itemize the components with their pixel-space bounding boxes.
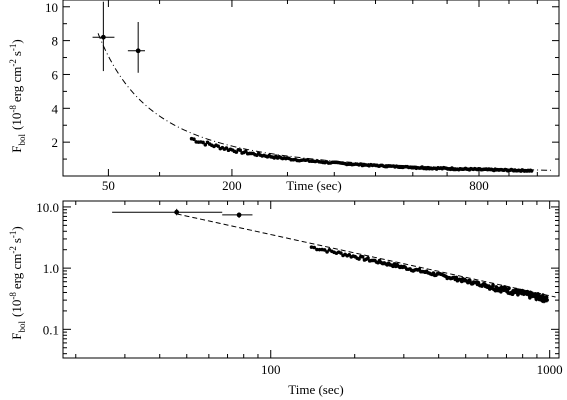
top-model-curve bbox=[97, 33, 551, 171]
bottom-data-points bbox=[309, 245, 549, 304]
data-point bbox=[315, 247, 319, 252]
data-point bbox=[201, 140, 205, 145]
early-point bbox=[174, 209, 180, 215]
bottom-model-line bbox=[176, 213, 556, 298]
data-point bbox=[192, 137, 196, 142]
data-point bbox=[309, 245, 314, 249]
data-point bbox=[244, 149, 248, 154]
data-point bbox=[322, 248, 327, 252]
data-point bbox=[366, 256, 370, 260]
data-point bbox=[325, 250, 329, 254]
top-y-axis-label: Fbol(10-8erg cm-2s-1) bbox=[8, 39, 27, 153]
data-point bbox=[312, 245, 317, 250]
top-data-points bbox=[189, 136, 534, 173]
bottom-y-axis-label: Fbol(10-8erg cm-2s-1) bbox=[8, 226, 27, 340]
bottom-panel: 0.1 1.0 10.0 100 1000 Time (sec) Fbol(10-8er… bbox=[8, 200, 563, 397]
bottom-plot-frame bbox=[62, 200, 560, 359]
top-early-points bbox=[92, 1, 145, 73]
top-y-tick-label: 8 bbox=[52, 34, 59, 49]
bottom-y-tick-label: 10.0 bbox=[36, 200, 59, 215]
data-point bbox=[454, 275, 459, 280]
top-y-tick-label: 6 bbox=[52, 67, 59, 82]
bottom-axis-tick-labels: 0.1 1.0 10.0 100 1000 bbox=[36, 200, 562, 377]
data-point bbox=[203, 143, 208, 147]
early-point bbox=[100, 34, 106, 40]
bottom-x-tick-label: 100 bbox=[261, 362, 281, 377]
data-point bbox=[238, 148, 242, 152]
data-point bbox=[339, 251, 343, 255]
top-y-tick-label: 10 bbox=[45, 0, 58, 15]
bottom-y-tick-label: 0.1 bbox=[43, 322, 59, 337]
top-x-tick-label: 200 bbox=[222, 178, 242, 193]
bottom-x-axis-label: Time (sec) bbox=[288, 382, 344, 397]
top-y-tick-label: 4 bbox=[52, 101, 59, 116]
top-plot-frame bbox=[62, 0, 560, 177]
top-x-tick-label: 800 bbox=[469, 178, 489, 193]
top-axis-ticks bbox=[63, 0, 559, 176]
data-point bbox=[529, 169, 534, 173]
top-x-axis-label: Time (sec) bbox=[286, 178, 342, 193]
top-x-tick-label: 50 bbox=[102, 178, 115, 193]
early-point bbox=[236, 212, 242, 218]
bottom-y-tick-label: 1.0 bbox=[43, 261, 59, 276]
data-point bbox=[357, 257, 361, 261]
data-point bbox=[216, 144, 221, 148]
early-point bbox=[135, 48, 141, 54]
bottom-early-points bbox=[112, 208, 253, 218]
data-point bbox=[317, 247, 322, 252]
top-axis-tick-labels: 2 4 6 8 10 50 200 800 bbox=[45, 0, 489, 193]
data-point bbox=[360, 255, 365, 259]
data-point bbox=[491, 283, 495, 288]
top-panel: 2 4 6 8 10 50 200 800 Time (sec) Fbol(10-8erg c… bbox=[8, 0, 560, 193]
bottom-x-tick-label: 1000 bbox=[537, 362, 563, 377]
bottom-axis-ticks bbox=[63, 201, 559, 358]
top-y-tick-label: 2 bbox=[52, 135, 59, 150]
